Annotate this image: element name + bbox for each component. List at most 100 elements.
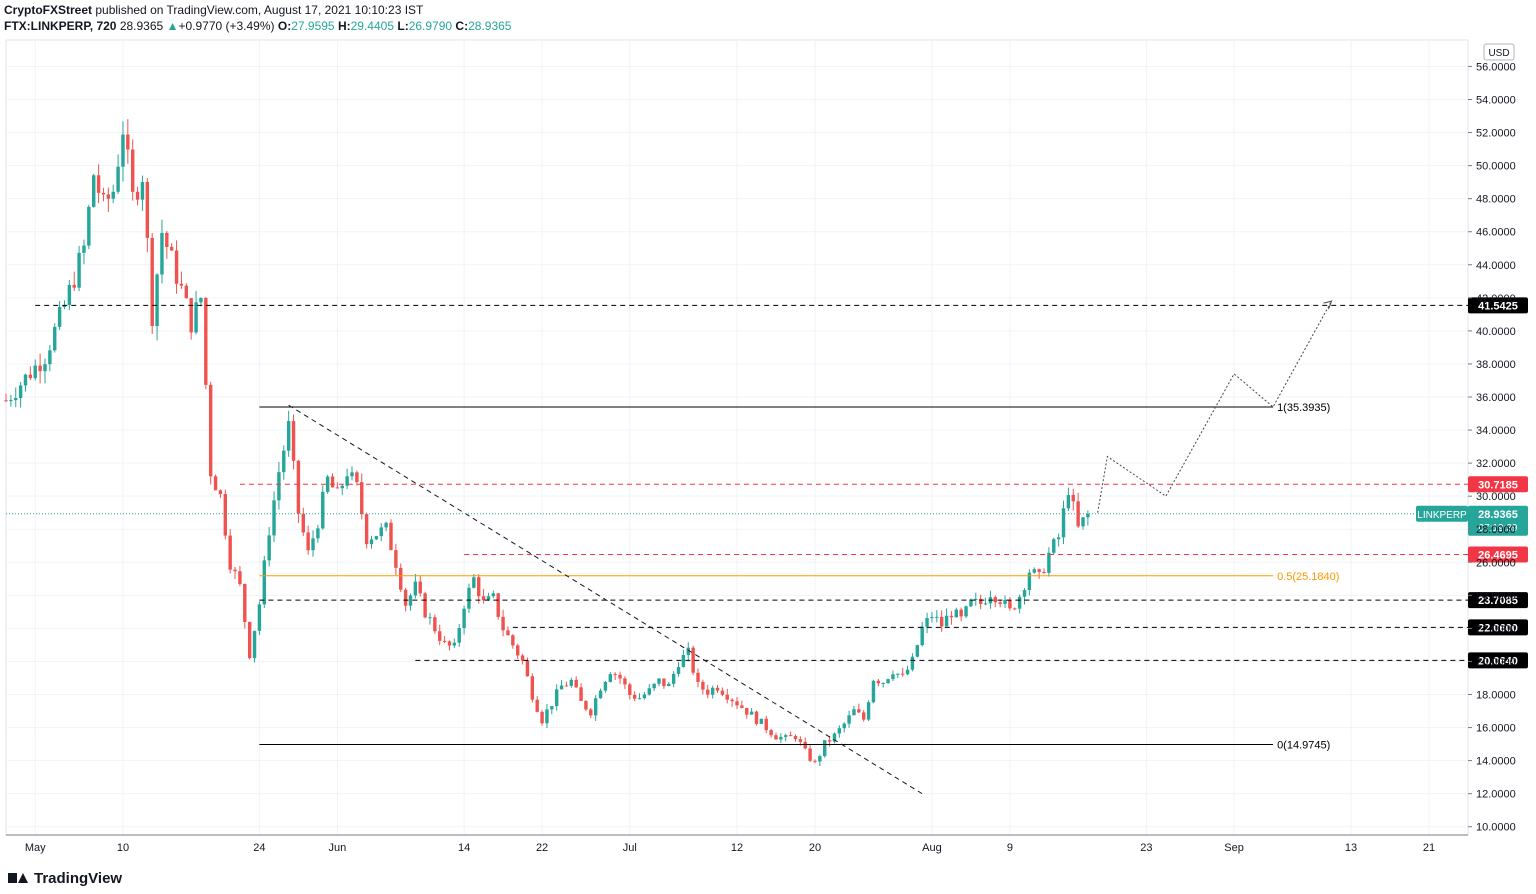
candle-body [769, 730, 773, 736]
candle-body [223, 494, 228, 536]
x-tick-label: Jul [623, 842, 637, 854]
candle-body [1042, 571, 1046, 573]
candle-body [403, 589, 408, 606]
candle-body [554, 689, 559, 707]
candle-body [725, 694, 729, 700]
x-tick-label: Aug [922, 842, 942, 854]
candle-body [364, 514, 369, 545]
candle-body [311, 538, 315, 551]
candle-body [969, 599, 973, 607]
candle-body [862, 712, 866, 720]
candle-body [296, 460, 301, 514]
candle-body [1022, 590, 1027, 597]
candle-body [418, 581, 422, 594]
high-label: H: [337, 19, 351, 33]
candle-body [169, 246, 174, 251]
candle-body [96, 175, 101, 193]
candle-body [1013, 608, 1017, 610]
candle-body [218, 490, 223, 495]
candle-body [477, 577, 481, 597]
candle-body [876, 680, 881, 684]
y-tick-label: 14.0000 [1476, 756, 1516, 768]
candle-body [798, 739, 803, 742]
candle-body [852, 709, 856, 716]
candle-body [1076, 501, 1080, 527]
candle-body [1017, 596, 1022, 609]
candle-body [467, 587, 471, 609]
candle-body [340, 485, 344, 489]
candle-body [983, 603, 988, 605]
candle-body [38, 365, 42, 372]
symbol-label[interactable]: FTX:LINKPERP, 720 [4, 19, 117, 33]
candle-body [935, 616, 939, 618]
price-chart[interactable]: 1(35.3935) 0.5(25.1840) 0(14.9745) 41.5425 3… [0, 38, 1536, 864]
y-tick-label: 40.0000 [1476, 326, 1516, 338]
candle-body [330, 476, 335, 488]
candle-body [779, 736, 783, 740]
chart-area[interactable]: 1(35.3935) 0.5(25.1840) 0(14.9745) 41.5425 3… [0, 38, 1536, 864]
candle-body [286, 421, 291, 451]
y-tick-label: 32.0000 [1476, 458, 1516, 470]
candle-body [515, 645, 520, 656]
author[interactable]: CryptoFXStreet [4, 3, 93, 17]
x-tick-label: May [25, 842, 46, 854]
candle-body [457, 628, 461, 643]
candle-body [564, 685, 569, 687]
candle-body [837, 728, 842, 734]
candle-body [1032, 569, 1036, 573]
candle-body [165, 232, 169, 247]
candle-body [423, 593, 427, 618]
price-tag-label: 20.0640 [1478, 655, 1518, 667]
candle-body [491, 593, 496, 597]
x-tick-label: 20 [809, 842, 821, 854]
candle-body [832, 733, 837, 742]
current-price-label: 28.9365 [1478, 509, 1518, 521]
candle-body [530, 676, 535, 700]
symbol-tag [1416, 505, 1468, 522]
candle-body [1047, 552, 1051, 573]
candle-body [335, 487, 340, 489]
y-tick-label: 36.0000 [1476, 392, 1516, 404]
candle-body [715, 687, 720, 691]
candle-body [238, 571, 242, 585]
candle-body [184, 285, 189, 299]
candle-body [413, 581, 418, 596]
candle-body [974, 598, 978, 600]
candle-body [1008, 599, 1012, 609]
x-tick-label: 13 [1345, 842, 1357, 854]
candle-body [881, 683, 885, 685]
candle-body [350, 472, 354, 477]
y-tick-label: 46.0000 [1476, 227, 1516, 239]
candle-body [247, 621, 252, 659]
candle-body [481, 596, 486, 601]
candle-body [272, 500, 276, 536]
price-tag-label: 26.4695 [1478, 550, 1518, 562]
candle-body [282, 450, 286, 473]
price-tag [1468, 297, 1528, 314]
candle-body [520, 655, 525, 661]
candle-body [647, 688, 651, 695]
candle-body [1052, 539, 1056, 553]
candle-body [77, 252, 81, 288]
candle-body [496, 593, 500, 617]
candle-body [355, 472, 359, 483]
candle-body [993, 597, 997, 603]
candle-body [18, 385, 23, 399]
candle-body [321, 491, 325, 529]
candle-body [662, 678, 666, 687]
price-tag-label: 30.7185 [1478, 479, 1518, 491]
ohlc-line: FTX:LINKPERP, 720 28.9365 ▲+0.9770 (+3.4… [4, 18, 1532, 34]
candle-body [301, 513, 305, 533]
y-tick-label: 22.0000 [1476, 623, 1516, 635]
candle-body [428, 617, 432, 619]
candle-body [53, 326, 57, 351]
currency-box[interactable] [1483, 43, 1515, 61]
candle-body [150, 237, 154, 327]
candle-body [701, 681, 705, 690]
y-tick-label: 34.0000 [1476, 425, 1516, 437]
candle-body [4, 400, 8, 402]
candle-body [793, 736, 798, 740]
x-tick-label: Sep [1224, 842, 1244, 854]
candle-body [896, 673, 900, 675]
y-tick-label: 30.0000 [1476, 491, 1516, 503]
